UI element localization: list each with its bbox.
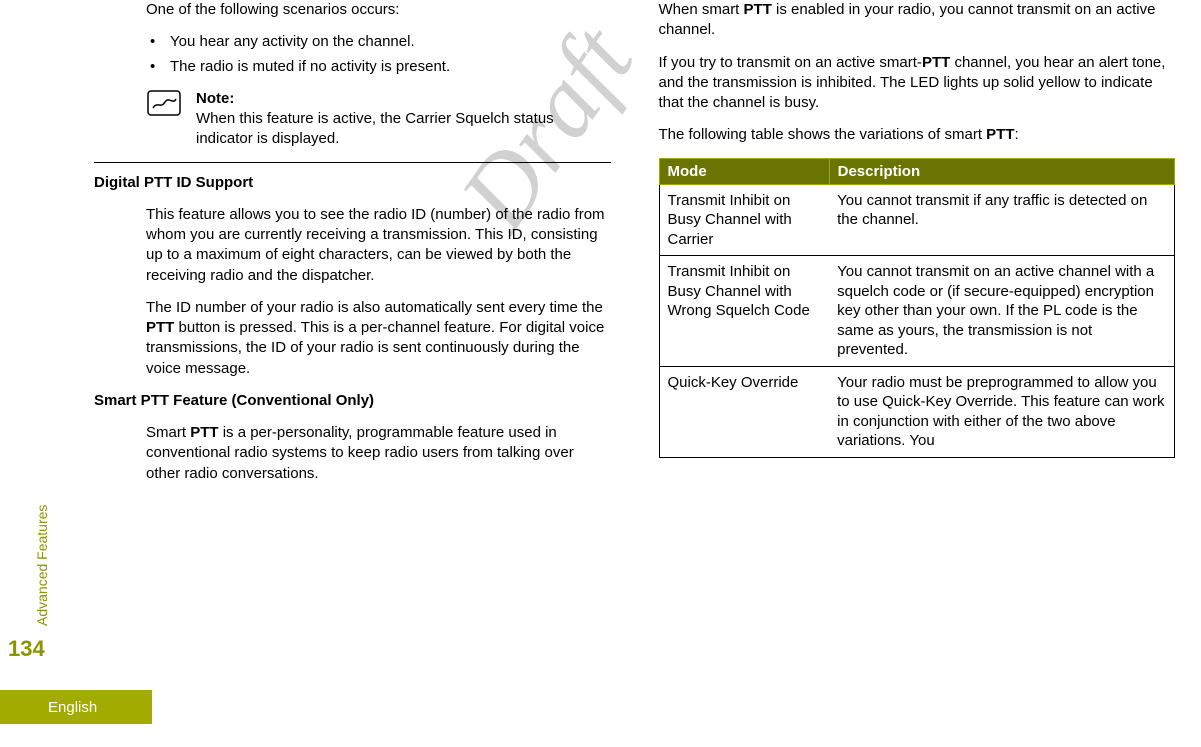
body-paragraph: When smart PTT is enabled in your radio,…	[659, 0, 1176, 41]
language-tab: English	[0, 690, 152, 724]
intro-text: One of the following scenarios occurs:	[94, 0, 611, 20]
table-cell-mode: Transmit Inhibit on Busy Channel with Ca…	[659, 184, 829, 256]
content-columns: One of the following scenarios occurs: Y…	[94, 0, 1175, 496]
table-cell-desc: You cannot transmit on an active channel…	[829, 256, 1174, 367]
body-paragraph: Smart PTT is a per-personality, programm…	[94, 423, 611, 484]
section-label: Advanced Features	[34, 505, 50, 626]
body-paragraph: The ID number of your radio is also auto…	[94, 298, 611, 379]
table-header-row: Mode Description	[659, 158, 1175, 184]
table-cell-mode: Transmit Inhibit on Busy Channel with Wr…	[659, 256, 829, 367]
scenario-list: You hear any activity on the channel. Th…	[146, 32, 611, 77]
table-cell-desc: Your radio must be preprogrammed to allo…	[829, 366, 1174, 457]
table-cell-mode: Quick-Key Override	[659, 366, 829, 457]
ptt-term: PTT	[986, 126, 1014, 143]
list-item: You hear any activity on the channel.	[146, 32, 611, 52]
table-cell-desc: You cannot transmit if any traffic is de…	[829, 184, 1174, 256]
right-column: When smart PTT is enabled in your radio,…	[659, 0, 1176, 496]
table-row: Transmit Inhibit on Busy Channel with Wr…	[659, 256, 1175, 367]
section-divider	[94, 162, 611, 163]
side-panel: Advanced Features	[0, 390, 44, 650]
body-paragraph: This feature allows you to see the radio…	[94, 205, 611, 286]
table-row: Transmit Inhibit on Busy Channel with Ca…	[659, 184, 1175, 256]
note-text: Note: When this feature is active, the C…	[196, 89, 611, 150]
ptt-term: PTT	[922, 54, 950, 71]
section-title-smart-ptt: Smart PTT Feature (Conventional Only)	[94, 391, 611, 411]
table-header-description: Description	[829, 158, 1174, 184]
ptt-term: PTT	[744, 1, 772, 18]
table-header-mode: Mode	[659, 158, 829, 184]
table-row: Quick-Key Override Your radio must be pr…	[659, 366, 1175, 457]
ptt-term: PTT	[146, 319, 174, 336]
list-item: The radio is muted if no activity is pre…	[146, 57, 611, 77]
body-paragraph: The following table shows the variations…	[659, 125, 1176, 145]
note-body: When this feature is active, the Carrier…	[196, 110, 554, 147]
smart-ptt-table: Mode Description Transmit Inhibit on Bus…	[659, 158, 1176, 458]
body-paragraph: If you try to transmit on an active smar…	[659, 53, 1176, 114]
note-heading: Note:	[196, 90, 234, 107]
ptt-term: PTT	[190, 424, 218, 441]
section-title-digital-ptt: Digital PTT ID Support	[94, 173, 611, 193]
page-number: 134	[8, 636, 45, 662]
left-column: One of the following scenarios occurs: Y…	[94, 0, 611, 496]
note-callout: Note: When this feature is active, the C…	[146, 89, 611, 150]
note-icon	[146, 89, 182, 119]
